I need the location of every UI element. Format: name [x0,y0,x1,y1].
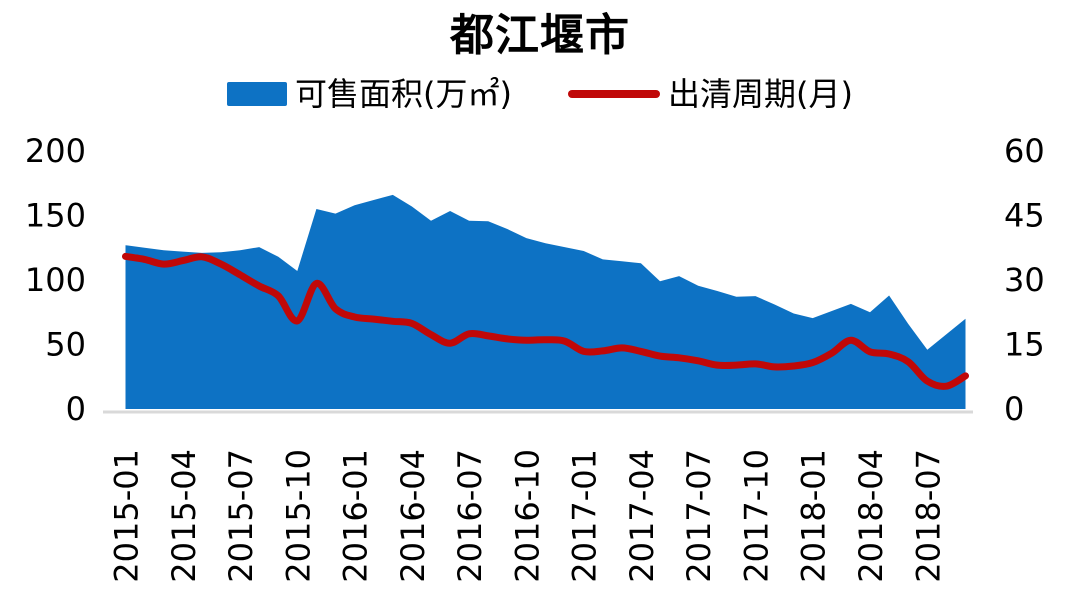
x-axis-tick-label: 2018-04 [852,449,890,583]
legend-item-line: 出清周期(月) [568,78,853,110]
x-axis-tick-label: 2018-07 [909,449,947,583]
area-series-swatch [227,82,288,106]
x-axis-tick-label: 2016-01 [337,449,375,583]
right-axis-tick-label: 60 [1004,132,1045,170]
legend: 可售面积(万㎡) 出清周期(月) [0,78,1080,110]
x-axis-tick-label: 2015-07 [222,449,260,583]
x-axis-tick-label: 2017-04 [623,449,661,583]
left-axis-tick-label: 200 [25,132,86,170]
x-axis-tick-label: 2017-07 [680,449,718,583]
clearing-cycle-line-series [122,252,969,390]
left-axis-tick-label: 100 [25,261,86,299]
line-series-swatch [568,90,660,98]
left-axis-tick-label: 0 [66,390,86,428]
x-axis-tick-label: 2017-10 [737,449,775,583]
x-axis-tick-label: 2015-10 [279,449,317,583]
x-axis-tick-label: 2015-01 [108,449,146,583]
x-axis-tick-label: 2016-07 [451,449,489,583]
right-axis-tick-label: 30 [1004,261,1045,299]
x-axis-tick-label: 2016-10 [508,449,546,583]
x-axis-tick-label: 2017-01 [566,449,604,583]
line-series-label: 出清周期(月) [668,75,853,113]
chart-title: 都江堰市 [450,10,630,61]
x-axis-tick-label: 2015-04 [165,449,203,583]
x-axis-tick-label: 2016-04 [394,449,432,583]
supply-area-series [125,194,966,409]
x-axis-tick-label: 2018-01 [795,449,833,583]
left-axis-tick-label: 150 [25,197,86,235]
area-series-label: 可售面积(万㎡) [295,75,512,113]
legend-item-area: 可售面积(万㎡) [227,78,512,110]
right-axis-tick-label: 15 [1004,326,1045,364]
right-axis-tick-label: 0 [1004,390,1024,428]
right-axis-tick-label: 45 [1004,197,1045,235]
left-axis-tick-label: 50 [45,326,86,364]
